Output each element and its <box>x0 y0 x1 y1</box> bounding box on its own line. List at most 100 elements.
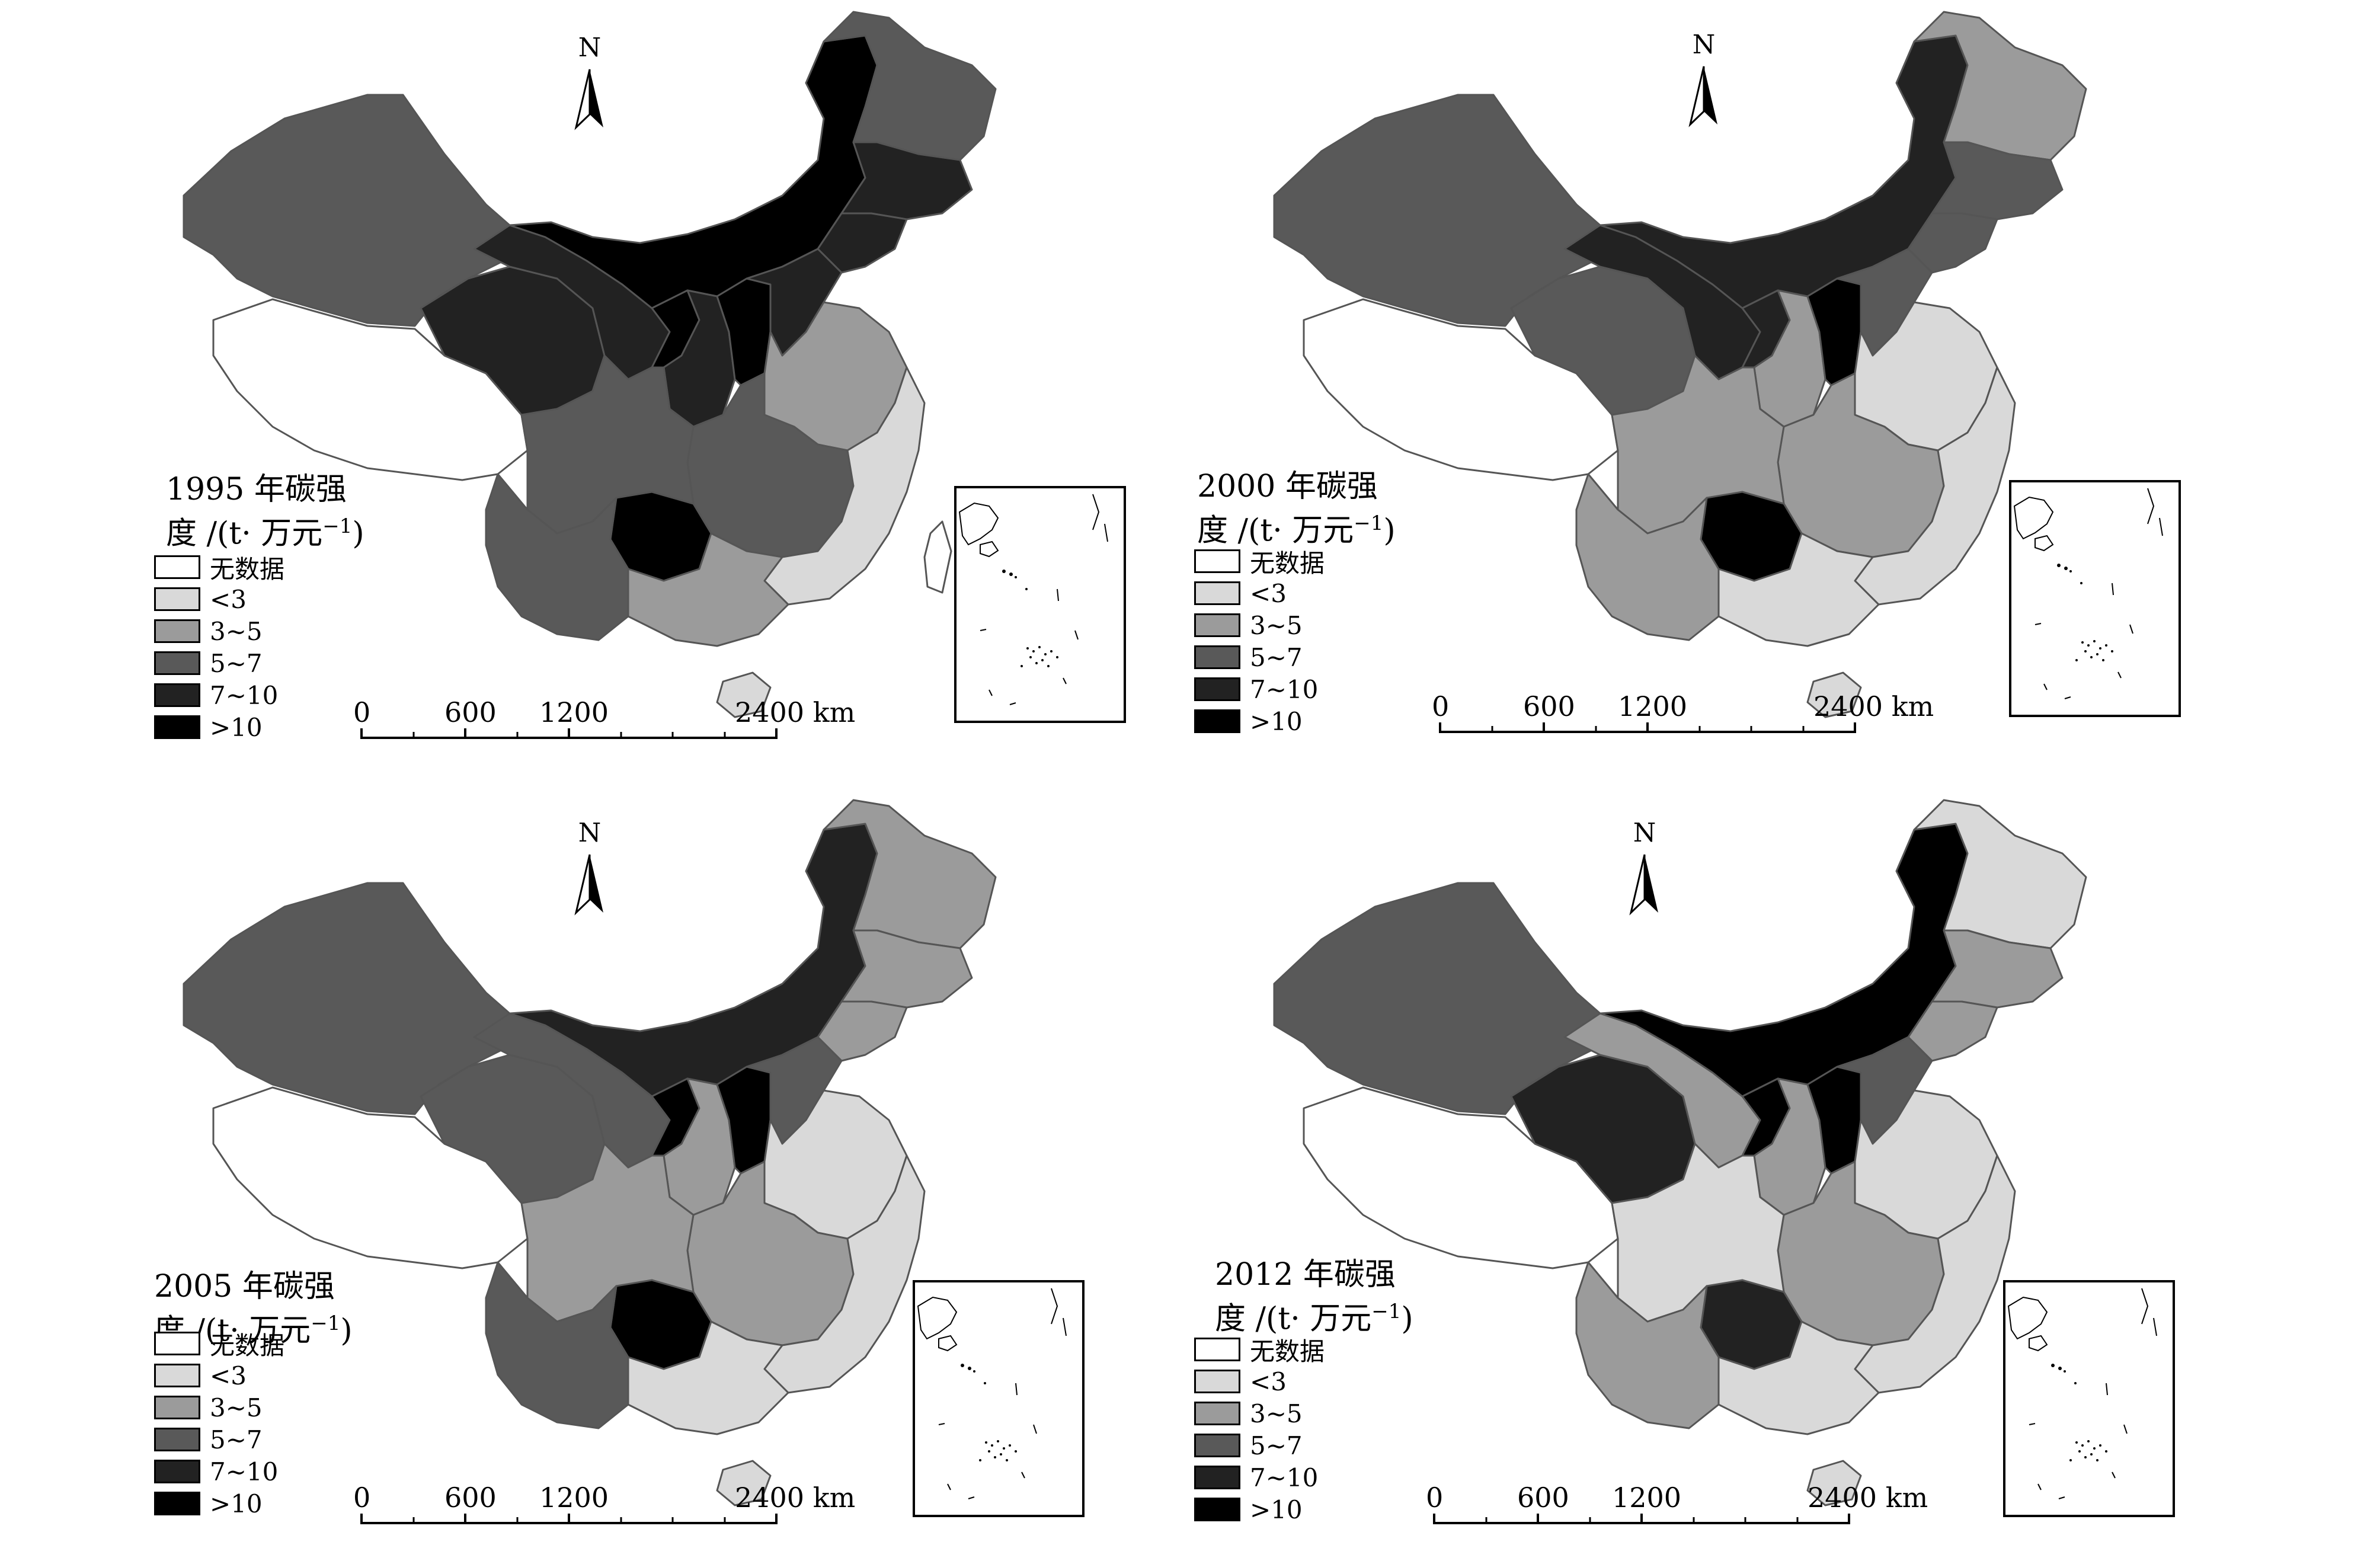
legend-label: >10 <box>210 712 263 742</box>
legend-swatch <box>1194 613 1240 637</box>
legend-item: 3~5 <box>154 1392 284 1424</box>
legend-swatch <box>1194 645 1240 669</box>
legend-label: 无数据 <box>1250 1336 1325 1366</box>
region-jilin <box>1931 141 2064 220</box>
legend-item: 无数据 <box>1194 545 1325 578</box>
region-liaoning <box>1907 212 1998 274</box>
province-map <box>1273 799 2087 1506</box>
legend-item: 5~7 <box>154 1424 284 1456</box>
north-label: N <box>1692 30 1716 60</box>
north-arrow: N <box>1624 818 1665 919</box>
legend-label: >10 <box>1250 1495 1303 1524</box>
scale-label-1200: 1200 <box>1612 1482 1682 1514</box>
scale-bar: 0 600 1200 2400 km <box>353 1482 855 1535</box>
legend-item: <3 <box>1194 577 1325 609</box>
scale-label-0: 0 <box>353 1482 371 1514</box>
region-liaoning <box>817 212 908 274</box>
scale-bar-graphic <box>360 728 778 739</box>
legend-item: 3~5 <box>1194 1397 1325 1429</box>
legend-label: 5~7 <box>210 648 263 678</box>
province-map <box>1273 11 2087 718</box>
legend-item: <3 <box>154 583 284 615</box>
south-china-sea-inset <box>954 486 1126 723</box>
legend-label: <3 <box>210 1361 247 1390</box>
legend: 无数据 <3 3~5 5~7 7~10 >10 <box>1194 545 1325 737</box>
legend-label: 7~10 <box>1250 674 1319 704</box>
legend-title: 2000 年碳强 度 /(t· 万元−1) <box>1197 468 1396 549</box>
north-label: N <box>578 818 602 848</box>
region-tibet <box>1303 298 1619 481</box>
legend-item: 3~5 <box>154 615 284 647</box>
province-map <box>183 799 997 1506</box>
legend-title-unit: 度 /(t· 万元−1) <box>1197 511 1396 549</box>
legend-swatch <box>1194 1434 1240 1457</box>
legend-item: 7~10 <box>1194 673 1325 705</box>
scale-label-600: 600 <box>1517 1482 1569 1514</box>
inset-map <box>958 494 1108 705</box>
legend-title-year: 2005 年碳强 <box>154 1269 335 1304</box>
region-tibet <box>212 1086 529 1269</box>
region-southeast <box>1854 366 2016 606</box>
south-china-sea-inset <box>2003 1280 2175 1517</box>
legend-label: 5~7 <box>1250 642 1303 672</box>
legend-item: >10 <box>154 711 284 743</box>
legend-swatch <box>1194 709 1240 733</box>
legend-label: <3 <box>1250 1367 1287 1396</box>
region-liaoning <box>1907 1000 1998 1062</box>
legend-label: 3~5 <box>210 1393 263 1422</box>
legend-item: 无数据 <box>1194 1333 1325 1366</box>
region-tibet <box>1303 1086 1619 1269</box>
legend-swatch <box>1194 1402 1240 1425</box>
map-panel-1: N 1995 年碳强 度 /(t· 万元−1) 无数据 <3 3~5 5~7 7~10 >… <box>36 0 1132 770</box>
legend-item: 5~7 <box>1194 1429 1325 1461</box>
legend-swatch <box>154 1364 200 1387</box>
region-guangxi <box>627 532 789 647</box>
region-liaoning <box>817 1000 908 1062</box>
legend-label: 3~5 <box>1250 610 1303 640</box>
inset-map <box>2007 1288 2157 1499</box>
legend-label: 无数据 <box>1250 548 1325 578</box>
scale-label-2400: 2400 km <box>735 1482 856 1514</box>
map-panel-2: N 2000 年碳强 度 /(t· 万元−1) 无数据 <3 3~5 5~7 7~10 >… <box>1126 0 2222 770</box>
legend-swatch <box>154 1428 200 1451</box>
legend-item: >10 <box>1194 1493 1325 1525</box>
legend-swatch <box>1194 1498 1240 1521</box>
region-hainan <box>716 671 772 718</box>
region-southeast <box>763 1154 926 1394</box>
region-southeast <box>763 366 926 606</box>
legend-item: 7~10 <box>154 679 284 711</box>
region-hainan <box>1806 1460 1862 1506</box>
legend-swatch <box>1194 549 1240 573</box>
south-china-sea-inset <box>2009 480 2181 717</box>
region-taiwan <box>923 520 952 594</box>
legend-label: 3~5 <box>1250 1399 1303 1428</box>
legend-swatch <box>1194 1338 1240 1361</box>
legend-item: 7~10 <box>154 1456 284 1488</box>
legend-label: <3 <box>1250 578 1287 608</box>
legend-item: <3 <box>1194 1365 1325 1397</box>
legend-swatch <box>1194 581 1240 605</box>
legend-swatch <box>154 619 200 643</box>
scale-label-0: 0 <box>1426 1482 1444 1514</box>
scale-label-1200: 1200 <box>539 1482 609 1514</box>
legend-label: 7~10 <box>1250 1463 1319 1492</box>
legend-item: 5~7 <box>154 647 284 679</box>
legend-item: >10 <box>154 1488 284 1520</box>
scale-label-600: 600 <box>444 1482 497 1514</box>
legend-item: >10 <box>1194 705 1325 737</box>
legend-item: <3 <box>154 1360 284 1392</box>
legend-swatch <box>1194 677 1240 701</box>
north-arrow-icon <box>1688 66 1717 127</box>
scale-label-0: 0 <box>1432 690 1450 722</box>
region-hainan <box>716 1460 772 1506</box>
region-jilin <box>1931 929 2064 1009</box>
legend-swatch <box>154 683 200 707</box>
legend-item: 7~10 <box>1194 1461 1325 1493</box>
region-jilin <box>840 141 973 220</box>
scale-bar-graphic <box>1433 1514 1850 1524</box>
region-guangxi <box>627 1320 789 1435</box>
scale-label-0: 0 <box>353 696 371 728</box>
scale-bar-graphic <box>1439 722 1856 733</box>
scale-bar: 0 600 1200 2400 km <box>1426 1482 1928 1535</box>
legend-swatch <box>154 715 200 739</box>
